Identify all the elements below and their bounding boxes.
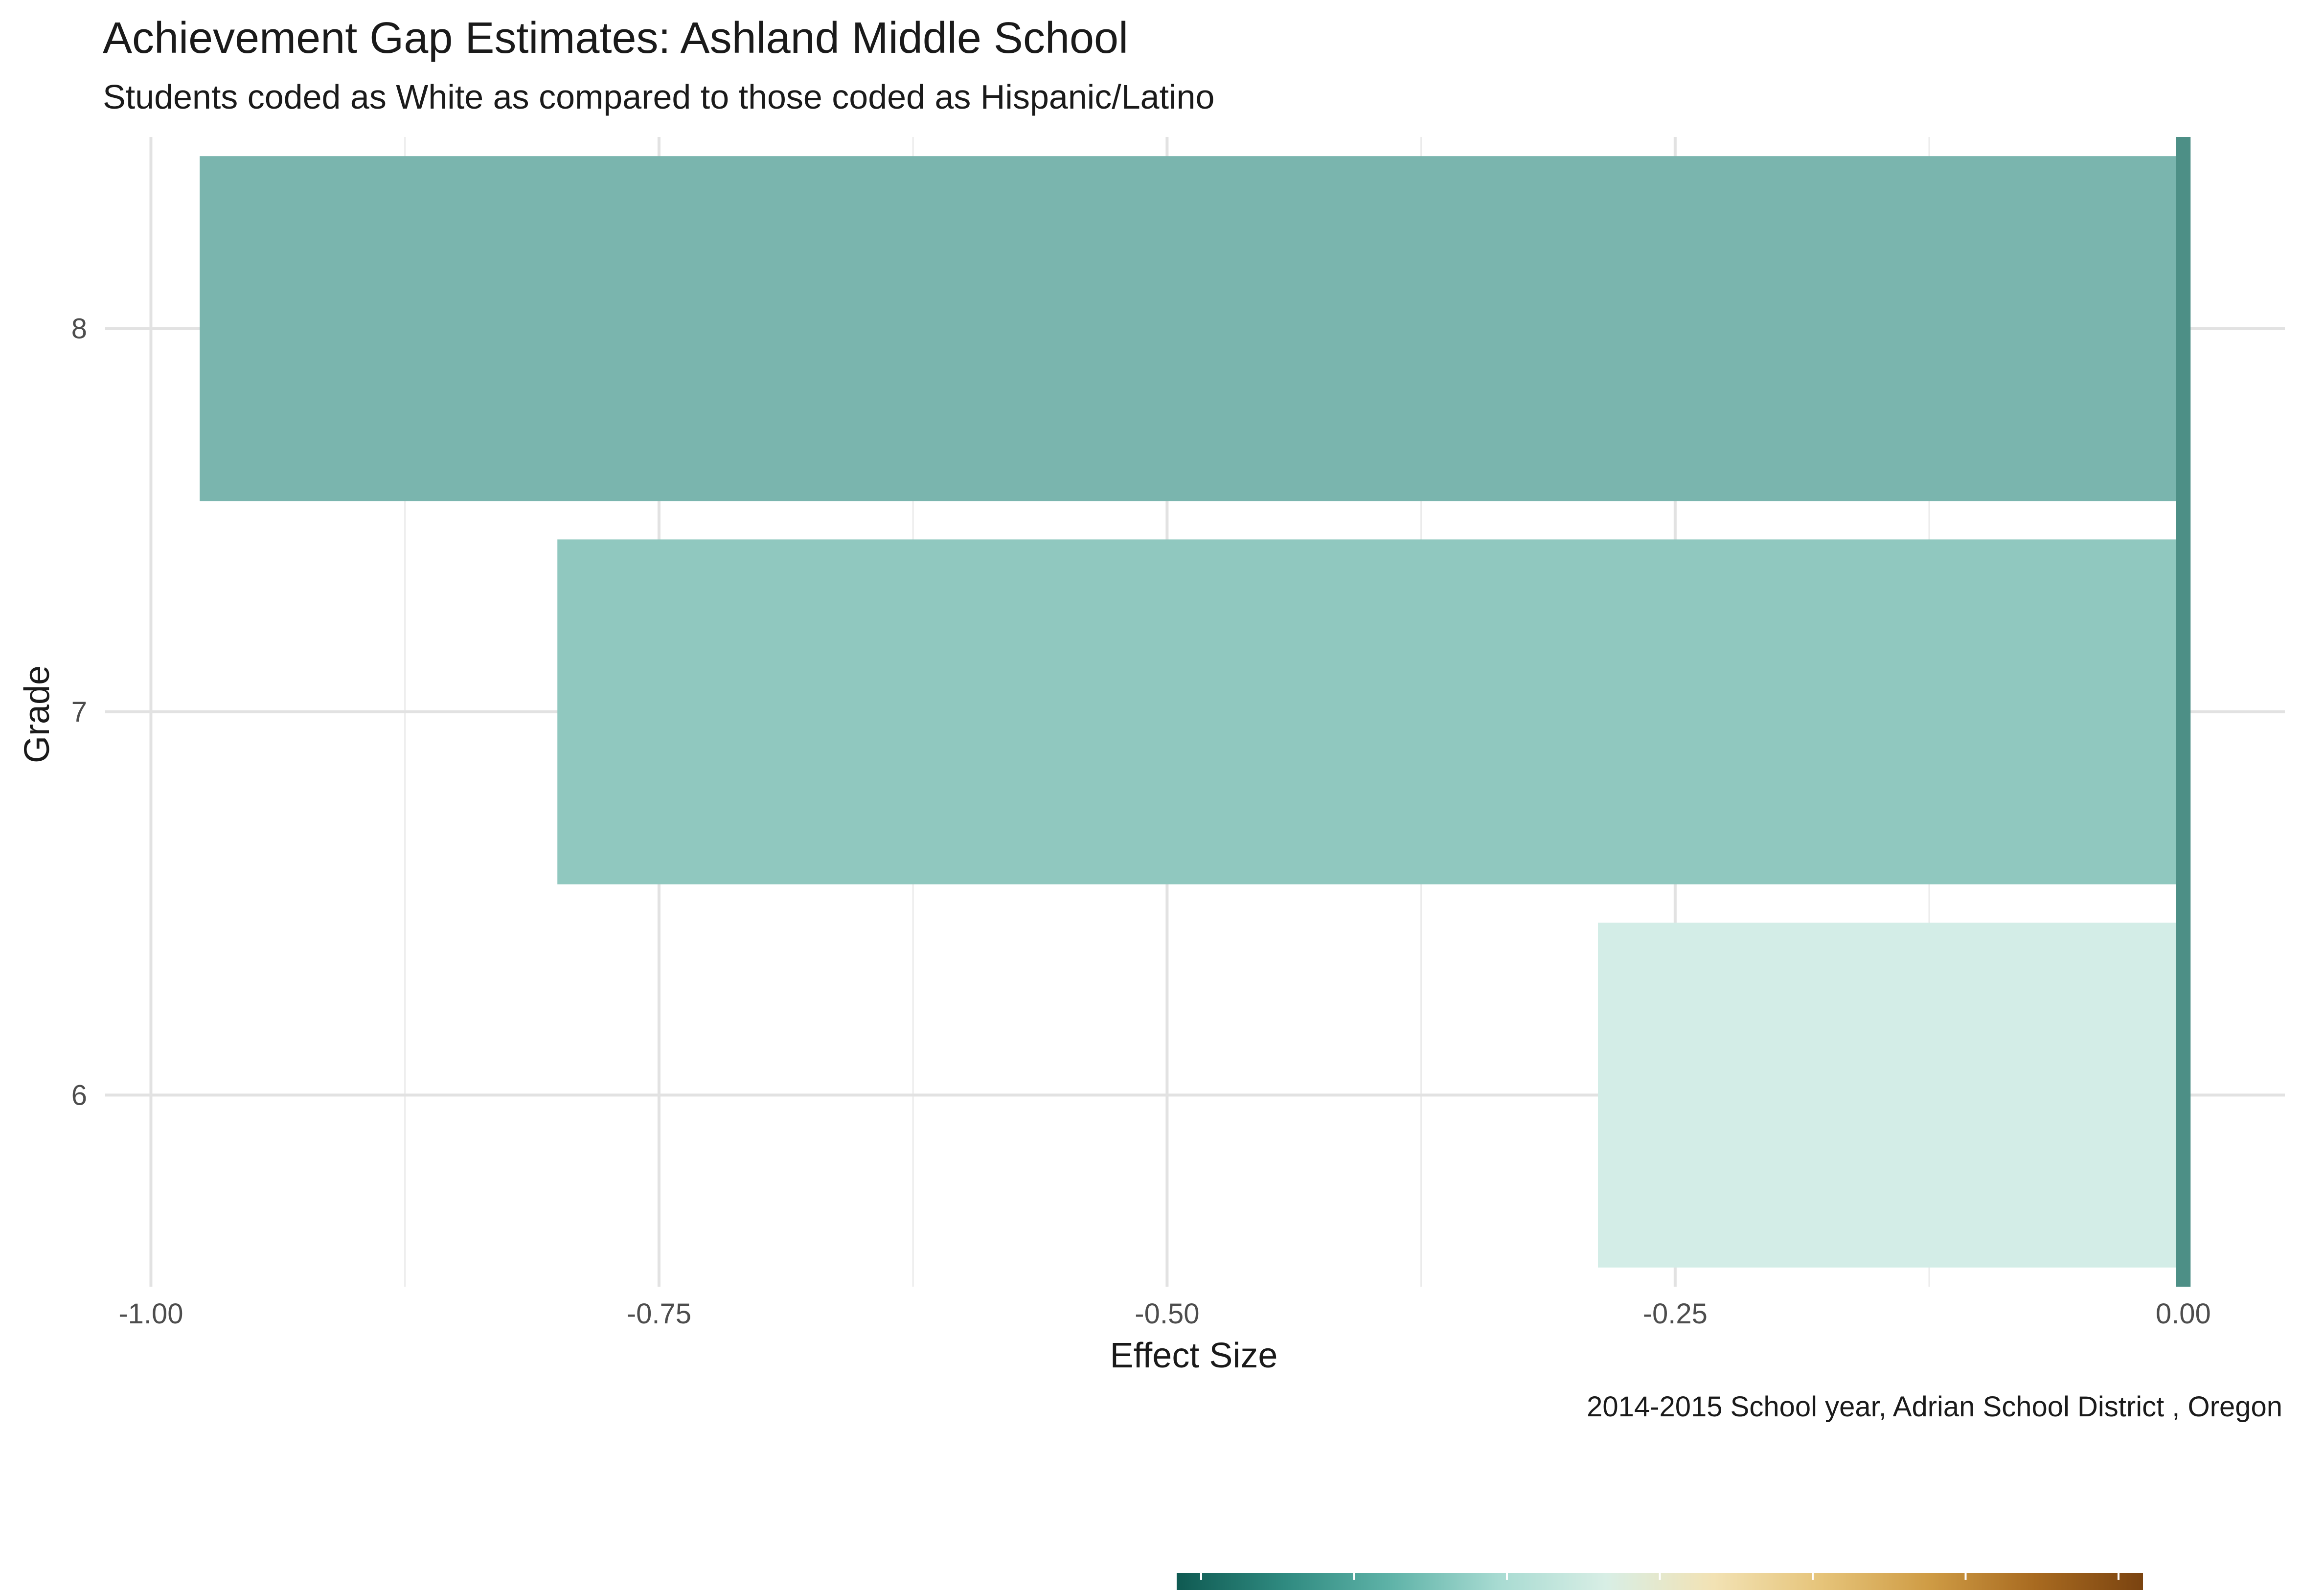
x-tick-labels: -1.00 -0.75 -0.50 -0.25 0.00 [118, 1298, 2210, 1330]
x-tick-label-4: 0.00 [2156, 1298, 2211, 1330]
bar-grade-7 [557, 539, 2184, 885]
y-tick-label-8: 8 [71, 313, 87, 345]
bar-grade-8 [200, 156, 2184, 501]
y-tick-label-7: 7 [71, 696, 87, 728]
y-tick-label-6: 6 [71, 1079, 87, 1111]
x-tick-label-1: -0.75 [627, 1298, 691, 1330]
x-tick-label-2: -0.50 [1135, 1298, 1199, 1330]
bars [200, 156, 2184, 1268]
x-axis-label: Effect Size [1110, 1336, 1278, 1375]
chart-caption: 2014-2015 School year, Adrian School Dis… [1587, 1391, 2282, 1423]
chart-title: Achievement Gap Estimates: Ashland Middl… [103, 14, 1128, 63]
x-tick-label-3: -0.25 [1643, 1298, 1708, 1330]
y-axis-label: Grade [18, 665, 57, 763]
chart-subtitle: Students coded as White as compared to t… [103, 78, 1214, 116]
y-tick-labels: 8 7 6 [71, 313, 87, 1112]
x-tick-label-0: -1.00 [118, 1298, 183, 1330]
bar-grade-6 [1598, 922, 2184, 1268]
colorbar-legend [1177, 1573, 2143, 1590]
